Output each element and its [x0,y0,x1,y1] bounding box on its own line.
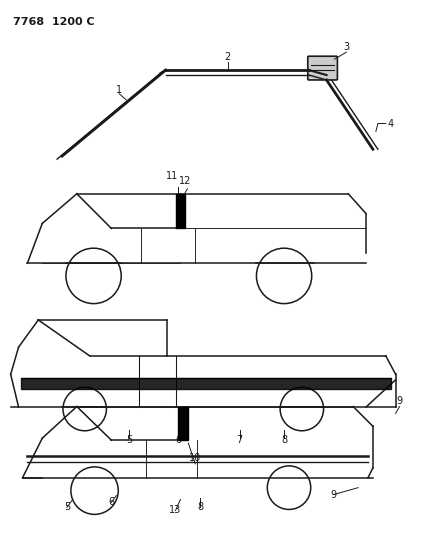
Polygon shape [178,407,188,440]
Text: 12: 12 [179,176,192,186]
FancyBboxPatch shape [308,56,337,80]
Text: 6: 6 [175,435,181,445]
Text: 6: 6 [108,497,115,507]
Text: 8: 8 [197,503,203,512]
Text: 5: 5 [126,435,132,445]
Text: 11: 11 [166,171,178,181]
Text: 3: 3 [343,42,349,52]
Polygon shape [175,194,185,229]
Text: 2: 2 [225,52,231,62]
Text: 10: 10 [189,453,201,463]
Text: 8: 8 [281,435,287,445]
Text: 9: 9 [396,395,403,406]
Text: 7768  1200 C: 7768 1200 C [12,17,94,27]
Text: 9: 9 [330,490,336,499]
Text: 1: 1 [116,85,122,95]
Text: 13: 13 [169,505,181,515]
Text: 4: 4 [388,118,394,128]
Polygon shape [21,377,391,389]
Text: 5: 5 [64,503,70,512]
Text: 7: 7 [236,435,243,445]
